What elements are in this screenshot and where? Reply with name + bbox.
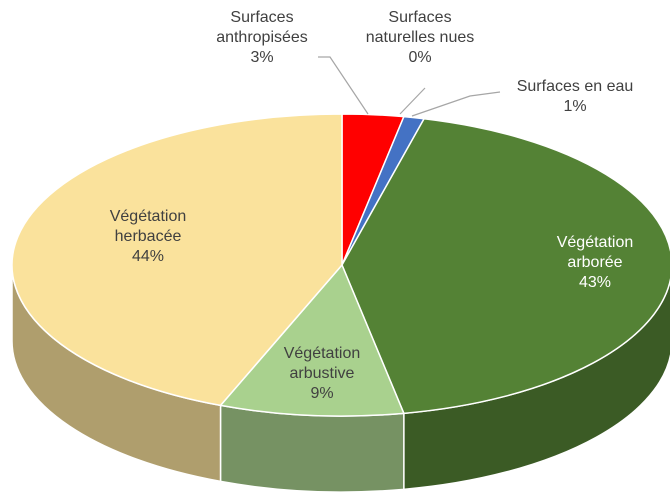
slice-side — [219, 404, 405, 493]
slice — [341, 117, 670, 415]
slice — [219, 263, 405, 417]
slice-label: Végétation arbustive 9% — [262, 344, 382, 404]
leader-line — [399, 87, 426, 115]
slice-label: Surfaces en eau 1% — [500, 77, 650, 117]
category-label: Surfaces naturelles nues — [365, 9, 475, 46]
slice-label: Végétation herbacée 44% — [88, 207, 208, 267]
slice-label: Végétation arborée 43% — [545, 233, 645, 293]
value-label: 43% — [578, 274, 612, 291]
category-label: Surfaces anthropisées — [216, 9, 308, 46]
pie-tops — [11, 113, 670, 417]
leader-line — [318, 56, 369, 115]
value-label: 3% — [250, 49, 274, 66]
value-label: 0% — [408, 49, 432, 66]
slice — [11, 113, 343, 407]
slice-label: Surfaces anthropisées 3% — [207, 8, 317, 68]
leader-line — [411, 91, 501, 117]
category-label: Végétation arborée — [556, 234, 634, 271]
category-label: Végétation herbacée — [109, 208, 187, 245]
slice-label: Surfaces naturelles nues 0% — [355, 8, 485, 68]
category-label: Végétation arbustive — [283, 345, 361, 382]
category-label: Surfaces en eau — [516, 78, 634, 95]
value-label: 9% — [310, 385, 334, 402]
value-label: 44% — [131, 248, 165, 265]
value-label: 1% — [563, 98, 587, 115]
